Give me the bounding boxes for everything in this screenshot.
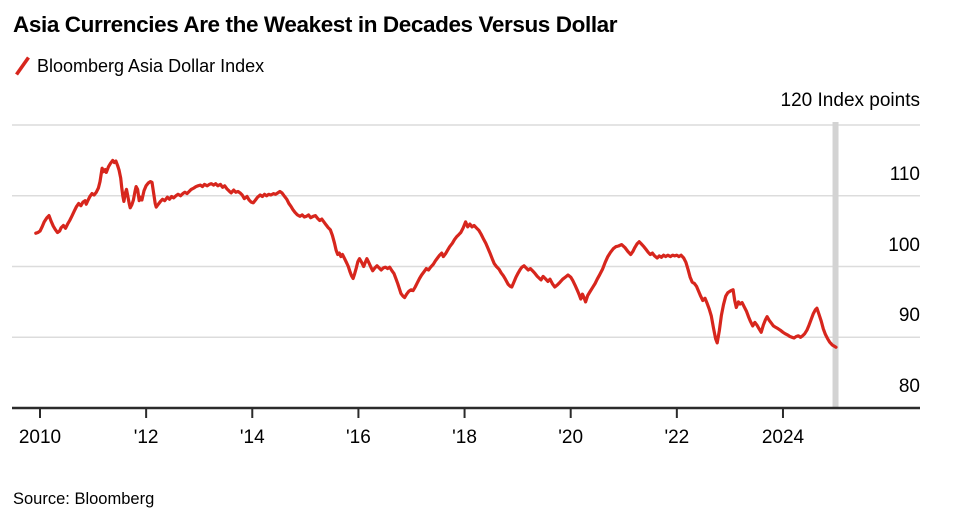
chart-title: Asia Currencies Are the Weakest in Decad… bbox=[13, 12, 618, 37]
y-tick-label: 80 bbox=[898, 376, 920, 397]
series-line bbox=[34, 158, 838, 349]
y-axis-unit-label: 120 Index points bbox=[780, 90, 920, 111]
x-tick-label: '20 bbox=[558, 427, 584, 448]
y-tick-label: 110 bbox=[889, 163, 920, 185]
x-tick-label: '16 bbox=[346, 427, 371, 448]
source-note: Source: Bloomberg bbox=[13, 490, 155, 508]
x-tick-label: '22 bbox=[664, 427, 690, 448]
x-tick-label: '14 bbox=[239, 427, 265, 448]
legend-series-label: Bloomberg Asia Dollar Index bbox=[37, 56, 265, 76]
latest-highlight-band bbox=[832, 122, 839, 408]
legend: Bloomberg Asia Dollar Index bbox=[13, 53, 264, 79]
y-tick-label: 100 bbox=[888, 234, 920, 256]
x-tick-label: '18 bbox=[452, 427, 477, 448]
y-tick-label: 90 bbox=[898, 305, 920, 327]
x-tick-label: '12 bbox=[133, 427, 159, 448]
x-tick-label: 2010 bbox=[18, 427, 62, 448]
series-slash-icon bbox=[15, 56, 30, 76]
x-tick-label: 2024 bbox=[761, 427, 805, 448]
